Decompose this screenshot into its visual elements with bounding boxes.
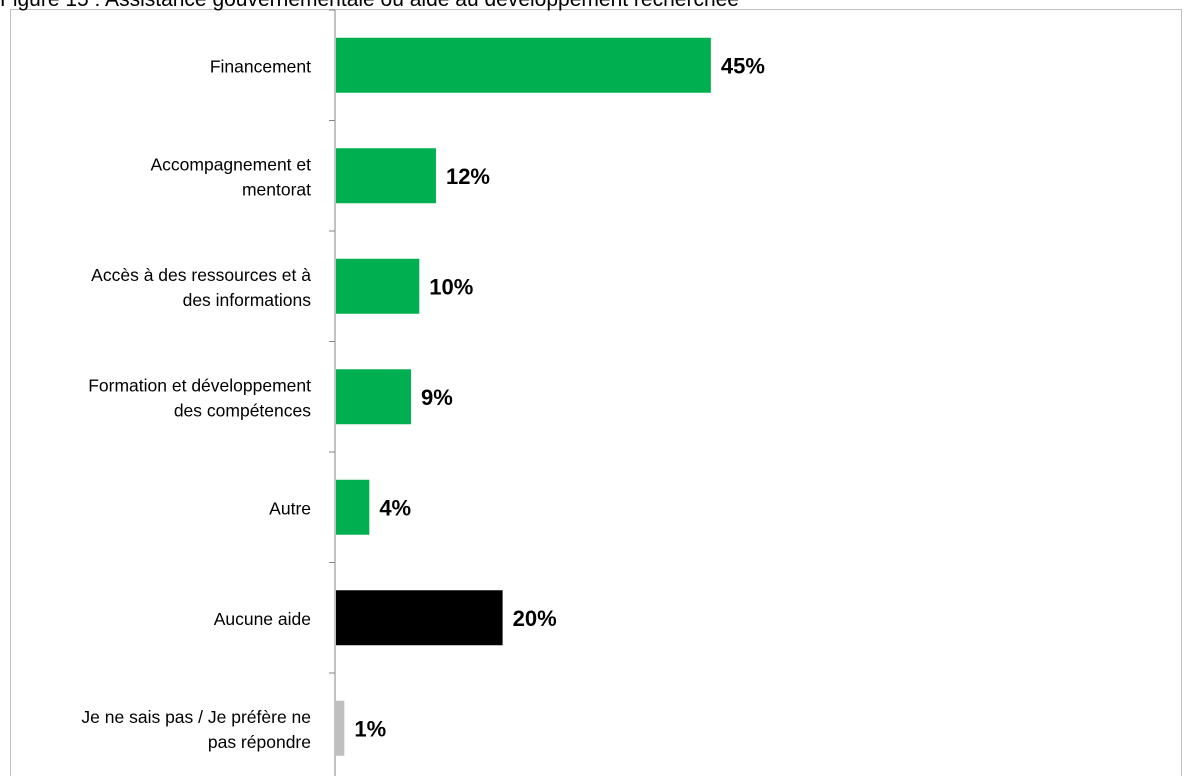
bar: [336, 700, 345, 756]
bar: [336, 37, 711, 93]
chart-title: Figure 15 : Assistance gouvernementale o…: [0, 0, 739, 12]
category-label-line: mentorat: [242, 179, 311, 199]
bar: [336, 369, 411, 425]
category-label-line: Je ne sais pas / Je préfère ne: [81, 707, 311, 727]
value-label: 45%: [721, 53, 765, 78]
bars-layer: [336, 37, 711, 756]
value-label: 4%: [379, 495, 411, 520]
category-label: Aucune aide: [214, 609, 311, 629]
value-label: 10%: [429, 274, 473, 299]
category-label: Je ne sais pas / Je préfère ne pas répond…: [81, 707, 311, 752]
category-label-line: Aucune aide: [214, 609, 311, 629]
value-label: 20%: [513, 606, 557, 631]
category-label-line: Financement: [210, 56, 311, 76]
category-label-line: des informations: [183, 290, 312, 310]
labels-layer: 45% Financement 12% Accompagnement et mentor…: [81, 53, 764, 752]
category-label: Accès à des ressources et à des informati…: [91, 265, 311, 310]
category-label: Formation et développement des compétence…: [88, 375, 311, 420]
category-label-line: Formation et développement: [88, 375, 311, 395]
value-label: 1%: [354, 716, 386, 741]
chart-frame: [10, 9, 1182, 776]
bar: [336, 590, 503, 646]
value-label: 9%: [421, 385, 453, 410]
category-label-line: Accompagnement et: [150, 154, 311, 174]
category-label: Autre: [269, 498, 311, 518]
axis-layer: [329, 9, 336, 776]
value-label: 12%: [446, 164, 490, 189]
category-label-line: Autre: [269, 498, 311, 518]
category-label: Financement: [210, 56, 311, 76]
bar: [336, 258, 420, 314]
bar: [336, 479, 370, 535]
category-label-line: pas répondre: [208, 732, 311, 752]
category-label: Accompagnement et mentorat: [150, 154, 311, 199]
category-label-line: Accès à des ressources et à: [91, 265, 311, 285]
bar: [336, 148, 436, 204]
category-label-line: des compétences: [174, 400, 311, 420]
